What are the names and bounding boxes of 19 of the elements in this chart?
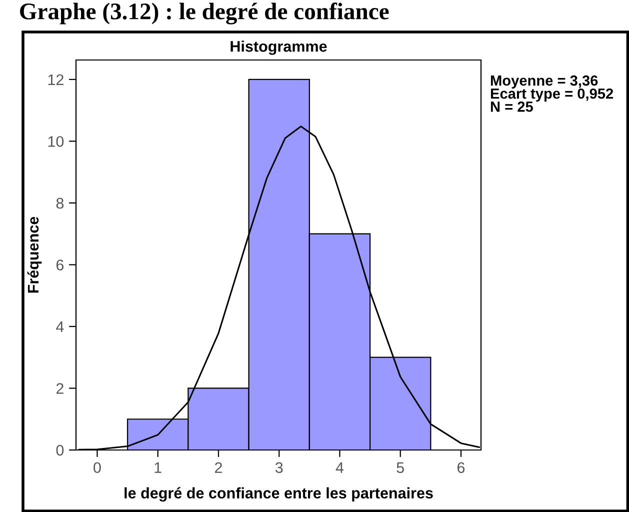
chart-title: Graphe (3.12) : le degré de confiance <box>20 2 389 24</box>
y-axis-title: Fréquence <box>27 216 42 293</box>
x-axis-title: le degré de confiance entre les partenaires <box>124 487 433 502</box>
y-tick-label: 12 <box>48 74 64 85</box>
y-tick-label: 10 <box>48 136 64 147</box>
text: Moyenne = 3,36 Ecart type = 0,952 N = 25 <box>490 75 614 112</box>
y-tick-label: 2 <box>56 383 64 394</box>
x-tick-label: 2 <box>215 462 222 473</box>
x-tick-label: 4 <box>336 462 344 473</box>
y-tick-label: 0 <box>56 444 64 456</box>
chart-subtitle: Histogramme <box>230 40 327 55</box>
x-tick-label: 0 <box>94 462 101 474</box>
x-tick-label: 5 <box>396 462 404 474</box>
x-tick-label: 1 <box>154 462 162 473</box>
y-tick-label: 8 <box>56 198 64 209</box>
x-tick-label: 6 <box>458 462 465 474</box>
y-tick-label: 4 <box>56 322 64 332</box>
y-tick-label: 6 <box>56 260 64 270</box>
x-tick-label: 3 <box>275 462 283 474</box>
